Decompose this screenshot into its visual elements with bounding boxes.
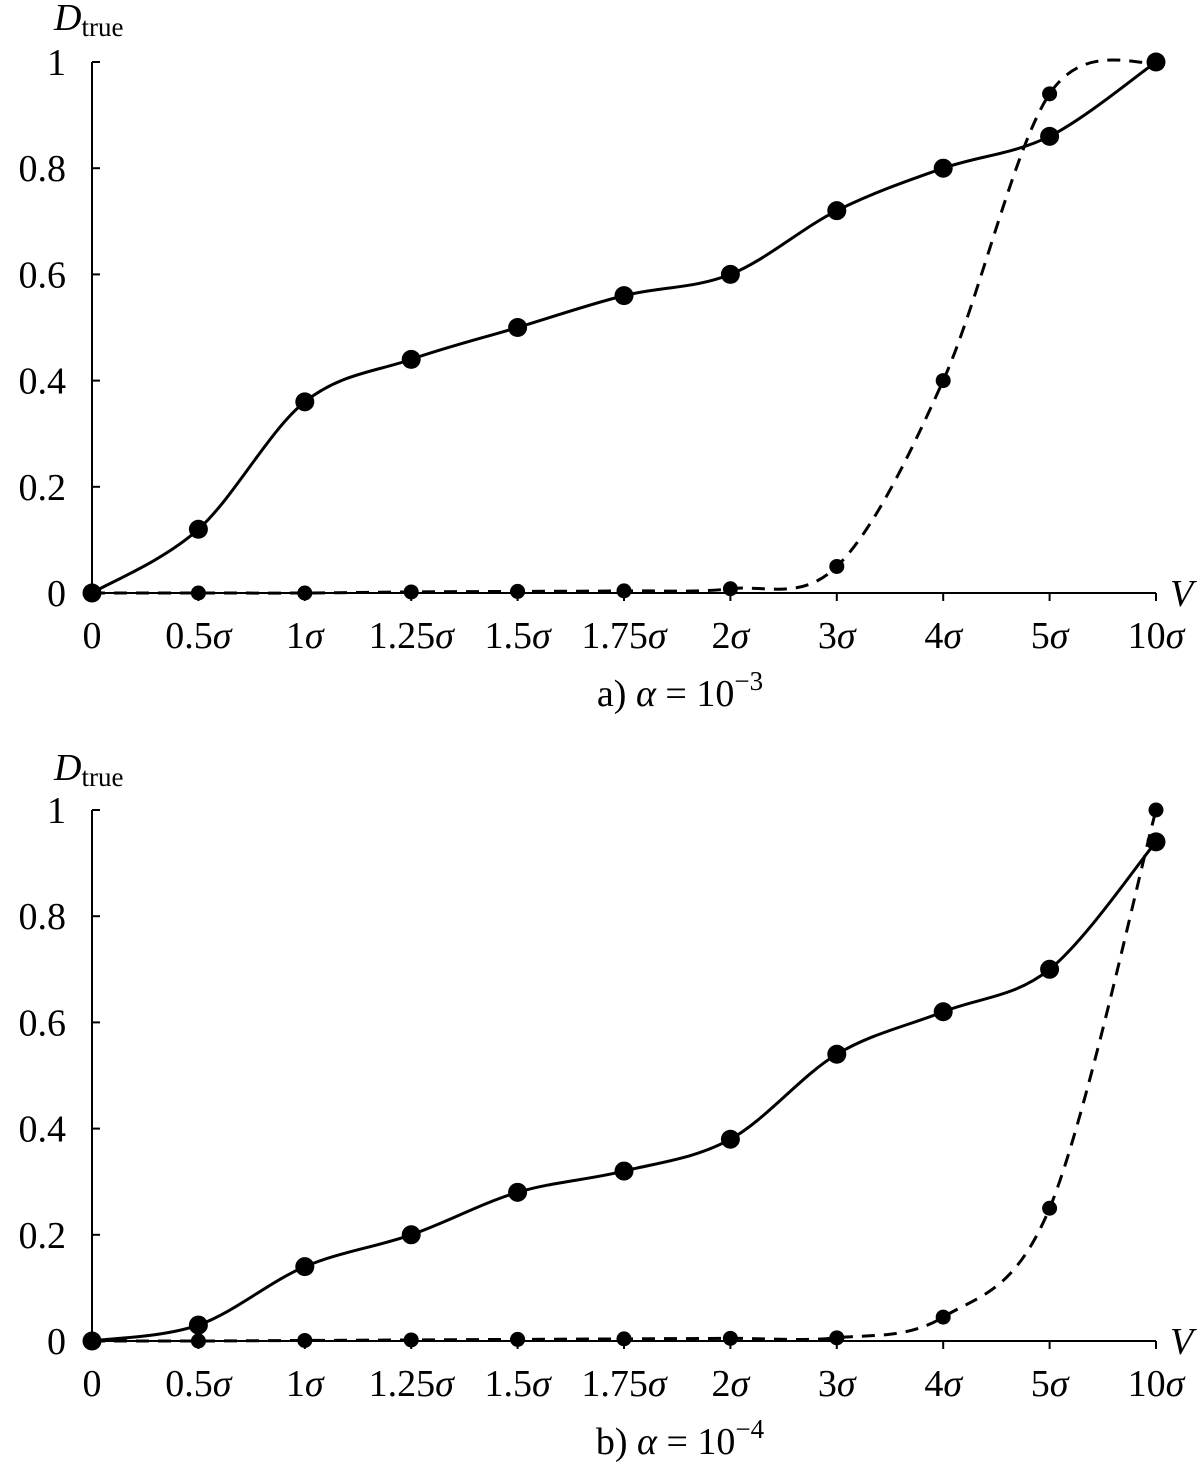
series-dashed-point <box>403 1332 419 1348</box>
series-solid-point <box>1146 832 1166 852</box>
series-dashed-point <box>829 558 845 574</box>
y-axis-label: Dtrue <box>53 747 123 792</box>
x-tick-label: 3σ <box>818 1363 857 1405</box>
series-dashed-point <box>84 585 100 601</box>
x-tick-label: 4σ <box>924 615 963 657</box>
y-tick-label: 0.4 <box>19 361 67 403</box>
series-dashed-point <box>1148 54 1164 70</box>
x-tick-label: 1σ <box>286 615 325 657</box>
series-solid-point <box>1040 126 1060 146</box>
series-solid-point <box>401 1225 421 1245</box>
x-tick-label: 10σ <box>1128 615 1186 657</box>
y-tick-label: 0.6 <box>19 1002 67 1044</box>
y-tick-label: 0.8 <box>19 896 67 938</box>
y-tick-label: 1 <box>47 790 66 832</box>
y-tick-label: 0.4 <box>19 1109 67 1151</box>
series-solid-point <box>933 1002 953 1022</box>
series-dashed-point <box>935 373 951 389</box>
series-solid-point <box>933 158 953 178</box>
y-axis-label: Dtrue <box>53 0 123 42</box>
series-solid-line <box>91 840 1158 1343</box>
x-tick-label: 3σ <box>818 615 857 657</box>
series-dashed-point <box>1042 1200 1058 1216</box>
y-tick-label: 0 <box>47 1321 66 1363</box>
x-tick-label: 5σ <box>1031 1363 1070 1405</box>
x-tick-label: 1.5σ <box>484 1363 552 1405</box>
series-dashed-line <box>92 58 1157 595</box>
panel-caption: b) α = 10−4 <box>596 1414 765 1463</box>
x-tick-label: 0 <box>83 615 102 657</box>
series-dashed-point <box>297 585 313 601</box>
series-solid-point <box>720 1129 740 1149</box>
x-tick-label: 1.75σ <box>581 615 668 657</box>
chart-panel-b: 0 0.2 0.4 0.6 0.8 1 0 0.5σ 1σ 1.25σ 1.5σ 1.75σ 2σ 3σ 4… <box>19 747 1198 1463</box>
x-tick-label: 2σ <box>712 1363 751 1405</box>
series-solid-point <box>401 349 421 369</box>
series-solid-point <box>295 392 315 412</box>
series-dashed-point <box>829 1330 845 1346</box>
series-solid-point <box>720 264 740 284</box>
series-dashed-point <box>616 1331 632 1347</box>
y-tick-label: 0.8 <box>19 148 67 190</box>
x-tick-label: 1.25σ <box>369 615 456 657</box>
series-solid-point <box>188 1315 208 1335</box>
series-dashed-point <box>297 1332 313 1348</box>
series-solid-point <box>295 1257 315 1277</box>
x-tick-label: 1.5σ <box>484 615 552 657</box>
series-solid-point <box>827 201 847 221</box>
series-dashed-point <box>616 583 632 599</box>
x-axis-label: V <box>1170 1321 1197 1363</box>
series-solid-point <box>614 1161 634 1181</box>
y-tick-label: 0.2 <box>19 467 67 509</box>
y-tick-label: 1 <box>47 42 66 84</box>
x-tick-label: 1σ <box>286 1363 325 1405</box>
series-dashed-point <box>84 1333 100 1349</box>
x-tick-label: 10σ <box>1128 1363 1186 1405</box>
series-solid-point <box>827 1044 847 1064</box>
y-tick-label: 0 <box>47 573 66 615</box>
series-dashed-point <box>722 581 738 597</box>
series-dashed-point <box>190 1333 206 1349</box>
series-dashed-point <box>935 1309 951 1325</box>
series-dashed-point <box>510 1331 526 1347</box>
x-tick-label: 1.25σ <box>369 1363 456 1405</box>
series-dashed-point <box>1042 86 1058 102</box>
series-solid-point <box>614 286 634 306</box>
series-dashed-point <box>510 583 526 599</box>
x-tick-label: 4σ <box>924 1363 963 1405</box>
series-solid-line <box>91 60 1157 595</box>
series-dashed-point <box>403 584 419 600</box>
series-dashed-point <box>190 585 206 601</box>
series-dashed-point <box>722 1330 738 1346</box>
panel-caption: a) α = 10−3 <box>597 666 763 715</box>
y-tick-label: 0.6 <box>19 254 67 296</box>
x-axis-label: V <box>1170 573 1197 615</box>
x-tick-label: 0.5σ <box>165 615 233 657</box>
series-dashed-line <box>91 809 1158 1343</box>
x-tick-label: 5σ <box>1031 615 1070 657</box>
x-tick-label: 2σ <box>712 615 751 657</box>
series-dashed-point <box>1148 802 1164 818</box>
x-tick-label: 1.75σ <box>581 1363 668 1405</box>
x-tick-label: 0.5σ <box>165 1363 233 1405</box>
chart-panel-a: 0 0.2 0.4 0.6 0.8 1 0 0.5σ 1σ 1.25σ 1.5σ 1.75σ 2σ 3σ 4… <box>19 0 1198 715</box>
series-solid-point <box>508 1182 528 1202</box>
series-solid-point <box>188 519 208 539</box>
y-tick-label: 0.2 <box>19 1215 67 1257</box>
series-solid-point <box>508 318 528 337</box>
series-solid-point <box>1040 959 1060 979</box>
x-tick-label: 0 <box>83 1363 102 1405</box>
